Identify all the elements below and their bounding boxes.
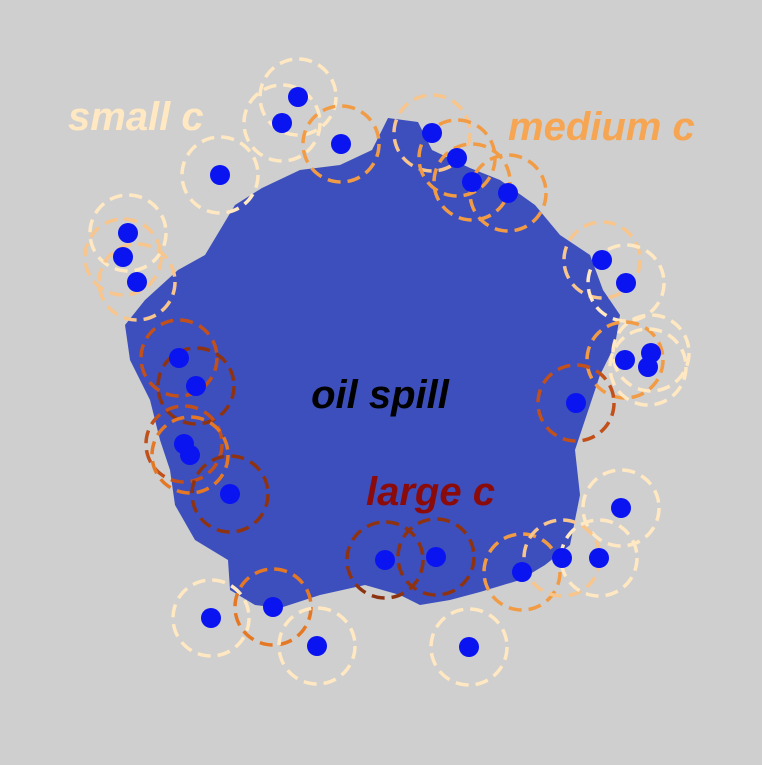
sensor-dot (592, 250, 612, 270)
sensor-ring (156, 346, 236, 426)
sensor-dot (375, 550, 395, 570)
oil-spill-label: oil spill (311, 373, 450, 417)
sensor-dot (186, 376, 206, 396)
sensor-dot (288, 87, 308, 107)
sensor-ring (345, 520, 425, 600)
sensor-dot (307, 636, 327, 656)
sensor-ring (559, 518, 639, 598)
sensor-ring (396, 517, 476, 597)
sensor-dot (331, 134, 351, 154)
sensor-dot (169, 348, 189, 368)
sensor-dot (210, 165, 230, 185)
sensor-dot (272, 113, 292, 133)
sensor-dot (447, 148, 467, 168)
sensor-dot (462, 172, 482, 192)
sensor-ring (608, 327, 688, 407)
sensor-ring (150, 415, 230, 495)
sensor-ring (277, 606, 357, 686)
sensor-dot (201, 608, 221, 628)
sensor-ring (581, 468, 661, 548)
sensor-dot (220, 484, 240, 504)
sensor-dot (118, 223, 138, 243)
sensor-ring (585, 320, 665, 400)
sensor-dot (615, 350, 635, 370)
sensor-ring (190, 454, 270, 534)
sensor-dot (512, 562, 532, 582)
sensor-rings (83, 57, 691, 687)
sensor-ring (611, 313, 691, 393)
sensor-dot (263, 597, 283, 617)
sensor-dot (422, 123, 442, 143)
sensor-dot (459, 637, 479, 657)
sensor-dot (638, 357, 658, 377)
sensor-dots (113, 87, 661, 657)
legend-small-c: small c (68, 95, 204, 139)
sensor-ring (144, 404, 224, 484)
sensor-ring (482, 532, 562, 612)
sensor-dot (127, 272, 147, 292)
oil-spill-region (125, 118, 620, 608)
sensor-ring (536, 363, 616, 443)
sensor-dot (589, 548, 609, 568)
sensor-ring (432, 142, 512, 222)
legend-medium-c: medium c (508, 105, 695, 149)
sensor-dot (611, 498, 631, 518)
sensor-dot (113, 247, 133, 267)
sensor-ring (88, 193, 168, 273)
sensor-ring (562, 220, 642, 300)
sensor-ring (97, 242, 177, 322)
sensor-ring (392, 93, 472, 173)
sensor-ring (83, 217, 163, 297)
legend-large-c: large c (366, 470, 495, 514)
sensor-dot (616, 273, 636, 293)
sensor-dot (566, 393, 586, 413)
sensor-ring (139, 318, 219, 398)
sensor-ring (429, 607, 509, 687)
sensor-dot (498, 183, 518, 203)
sensor-ring (171, 578, 251, 658)
sensor-ring (301, 104, 381, 184)
sensor-dot (426, 547, 446, 567)
sensor-ring (258, 57, 338, 137)
sensor-dot (180, 445, 200, 465)
sensor-ring (242, 83, 322, 163)
sensor-dot (552, 548, 572, 568)
sensor-ring (468, 153, 548, 233)
sensor-ring (586, 243, 666, 323)
sensor-ring (180, 135, 260, 215)
